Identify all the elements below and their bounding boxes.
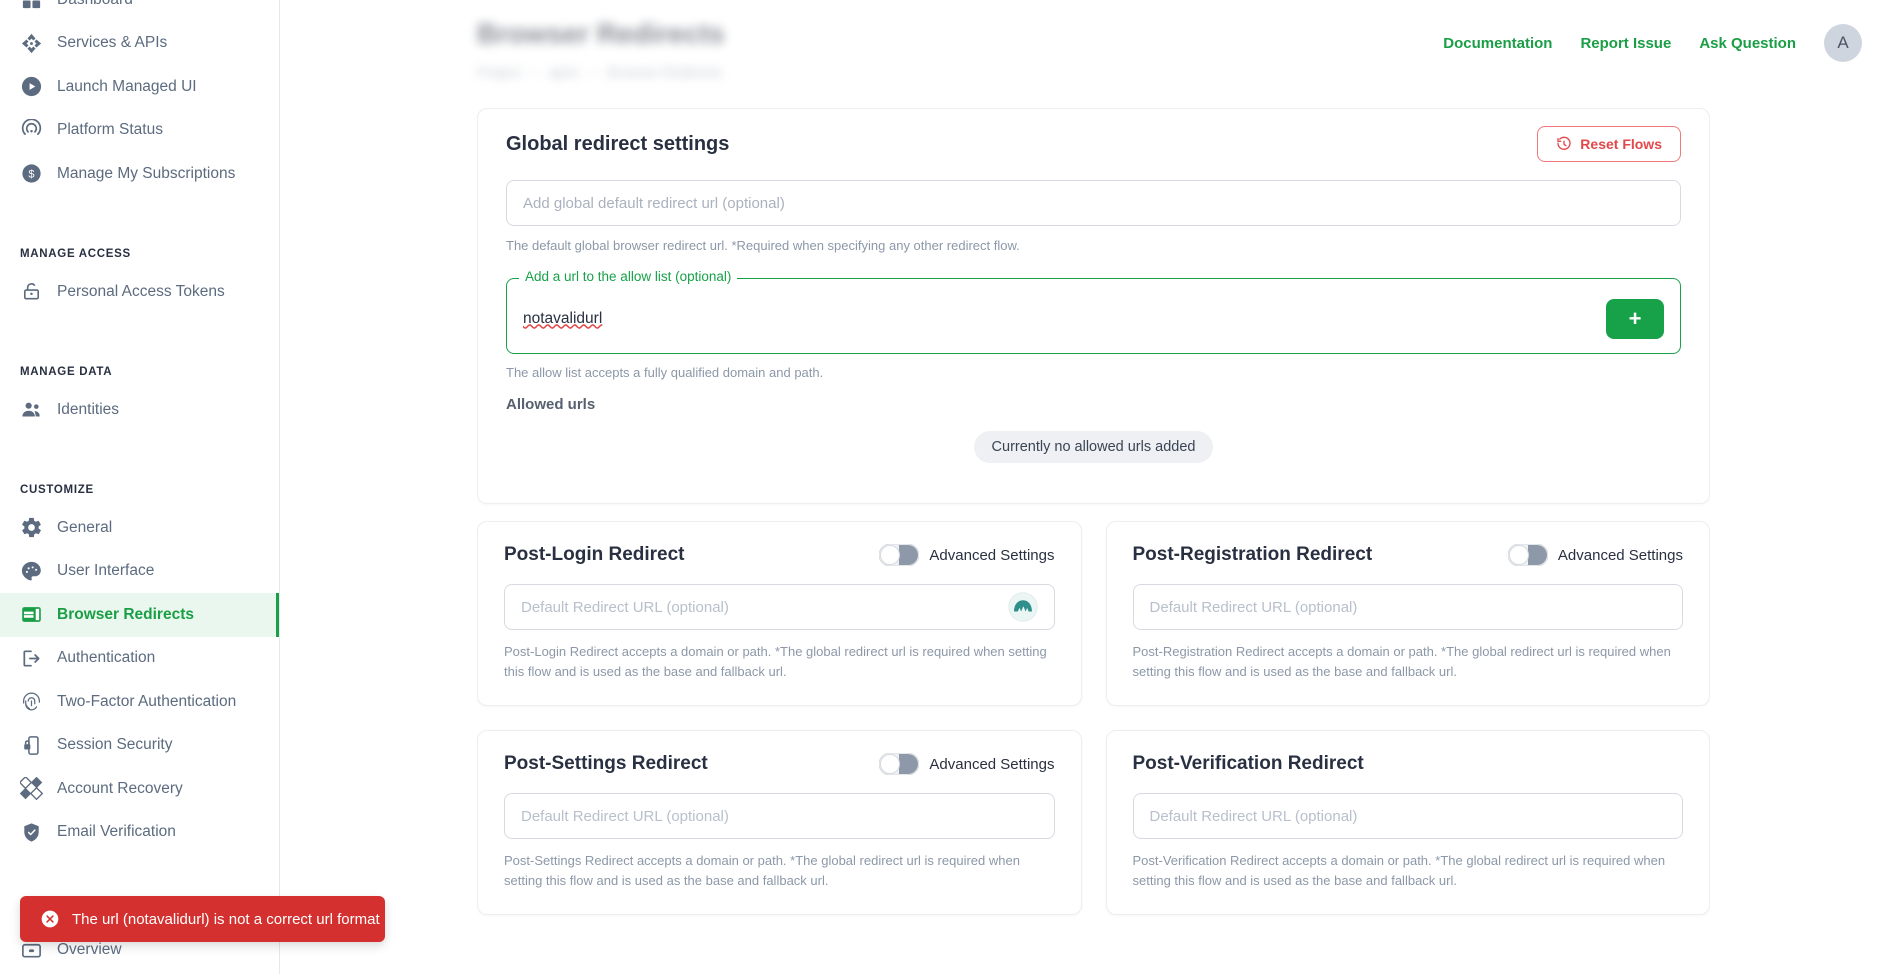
- svg-text:$: $: [28, 169, 34, 181]
